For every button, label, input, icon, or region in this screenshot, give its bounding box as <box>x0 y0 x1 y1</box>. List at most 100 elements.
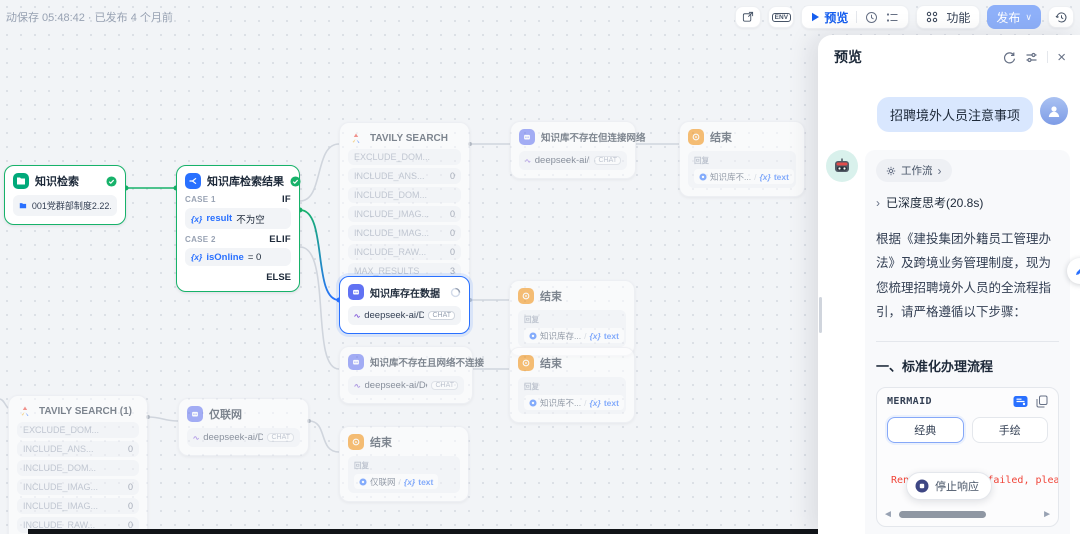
node-llm-kb-missing-offline[interactable]: 知识库不存在且网络不连接 deepseek-ai/DeepSe... CHAT <box>339 346 484 404</box>
node-tavily-search[interactable]: TAVILY SEARCH EXCLUDE_DOM... INCLUDE_ANS… <box>339 122 470 288</box>
node-llm-online-only[interactable]: 仅联网 deepseek-ai/DeepSe... CHAT <box>178 398 309 456</box>
reply-label: 回复 <box>694 156 709 165</box>
version-history-button[interactable] <box>1048 6 1074 28</box>
slash-icon: / <box>584 397 587 408</box>
ref-node-name: 知识库不... <box>540 397 582 408</box>
window-bottom-bar <box>28 529 818 534</box>
deep-thought-toggle[interactable]: › 已深度思考(20.8s) <box>876 195 984 211</box>
chat-area: 招聘境外人员注意事项 <box>818 73 1080 534</box>
param-row: INCLUDE_IMAG... 0 <box>17 498 139 514</box>
scrollbar-thumb[interactable] <box>898 511 987 518</box>
checklist-icon <box>887 12 898 22</box>
node-llm-kb-missing-online[interactable]: 知识库不存在但连接网络 deepseek-ai/DeepSe... CHAT <box>510 121 646 179</box>
param-row: INCLUDE_DOM... <box>17 460 139 476</box>
restart-conversation-button[interactable] <box>1003 51 1016 64</box>
param-row: EXCLUDE_DOM... <box>17 422 139 438</box>
user-avatar <box>1040 97 1068 125</box>
condition-variable: result <box>206 213 233 224</box>
param-row: INCLUDE_DOM... <box>348 187 461 203</box>
node-knowledge-retrieval[interactable]: 知识检索 001党群部制度2.22.pdf... <box>4 165 126 225</box>
reply-label: 回复 <box>524 315 539 324</box>
param-row: INCLUDE_IMAG... 0 <box>17 479 139 495</box>
node-end-3[interactable]: 结束 回复 知识库不... / {x} text <box>509 347 635 423</box>
mermaid-view-toggle-button[interactable] <box>1013 395 1028 408</box>
history-icon <box>1055 11 1066 22</box>
condition-1[interactable]: {x} result 不为空 <box>185 208 291 229</box>
settings-button[interactable] <box>1025 51 1038 64</box>
export-icon <box>743 11 754 22</box>
variable-icon: {x} <box>759 171 771 182</box>
condition-operator: 不为空 <box>236 214 265 226</box>
close-icon[interactable]: × <box>1057 48 1066 66</box>
param-row: MAX_RESULTS 3 <box>348 263 461 279</box>
preview-run-button[interactable]: 预览 <box>811 9 848 26</box>
run-history-button[interactable] <box>865 11 878 24</box>
reply-label: 回复 <box>354 461 369 470</box>
horizontal-scrollbar[interactable]: ◄ ► <box>877 508 1058 526</box>
autosave-status: 动保存 05:48:42 · 已发布 4 个月前 <box>6 12 173 24</box>
variable-icon: {x} <box>403 476 416 487</box>
llm-icon <box>519 129 535 145</box>
node-ref-icon <box>529 331 537 340</box>
node-ref-icon <box>529 398 537 407</box>
condition-2[interactable]: {x} isOnline = 0 <box>185 248 291 266</box>
end-icon <box>518 355 534 371</box>
assistant-message-card: 工作流 › › 已深度思考(20.8s) 根据《建投集团外籍员工管理办法》及跨境… <box>865 150 1070 534</box>
scroll-left-icon[interactable]: ◄ <box>883 508 893 520</box>
stop-response-button[interactable]: 停止响应 <box>906 472 992 500</box>
success-icon <box>290 175 301 187</box>
dataset-item[interactable]: 001党群部制度2.22.pdf... <box>13 195 117 216</box>
floating-action-button[interactable] <box>1067 258 1080 284</box>
node-title: 结束 <box>540 291 562 303</box>
features-icon <box>927 11 938 23</box>
scrollbar-track[interactable] <box>897 511 1038 518</box>
model-selector[interactable]: deepseek-ai/DeepSe... CHAT <box>519 151 627 170</box>
node-end-2[interactable]: 结束 回复 知识库存... / {x} text <box>509 280 635 356</box>
chat-badge: CHAT <box>428 311 455 320</box>
publish-button[interactable]: 发布 ∨ <box>987 5 1041 29</box>
node-llm-kb-exists[interactable]: 知识库存在数据 deepseek-ai/DeepSe... CHAT <box>339 276 470 334</box>
node-title: 结束 <box>540 358 562 370</box>
reply-label: 回复 <box>524 382 539 391</box>
chat-badge: CHAT <box>267 433 294 442</box>
slash-icon: / <box>754 171 757 182</box>
ref-node-name: 仅联网 <box>370 476 396 487</box>
export-button[interactable] <box>735 6 762 28</box>
case-label: CASE 2 <box>185 235 216 244</box>
node-ref-icon <box>699 172 707 181</box>
robot-icon <box>835 158 849 172</box>
workflow-process-chip[interactable]: 工作流 › <box>876 159 952 182</box>
checklist-button[interactable] <box>886 11 899 24</box>
node-end-4[interactable]: 结束 回复 仅联网 / {x} text <box>339 426 469 502</box>
node-if-else[interactable]: 知识库检索结果 CASE 1 IF {x} result 不为空 CASE 2 EL… <box>176 165 301 292</box>
features-button[interactable]: 功能 <box>916 5 981 29</box>
node-tavily-search-1[interactable]: TAVILY SEARCH (1) EXCLUDE_DOM... INCLUDE… <box>8 395 148 534</box>
node-title: 仅联网 <box>209 409 242 421</box>
model-name: deepseek-ai/DeepSe... <box>534 155 591 166</box>
env-button[interactable]: ENV <box>768 6 795 28</box>
model-selector[interactable]: deepseek-ai/DeepSe... CHAT <box>348 306 461 325</box>
if-else-icon <box>185 173 201 189</box>
ref-variable: text <box>418 476 434 487</box>
node-title: 知识库检索结果 <box>207 176 284 188</box>
tab-classic[interactable]: 经典 <box>887 416 964 443</box>
assistant-avatar <box>826 150 858 182</box>
scroll-right-icon[interactable]: ► <box>1042 508 1052 520</box>
model-selector[interactable]: deepseek-ai/DeepSe... CHAT <box>187 428 300 447</box>
person-icon <box>1048 106 1060 117</box>
copy-button[interactable] <box>1036 395 1048 408</box>
chevron-right-icon: › <box>937 163 942 178</box>
tab-hand-drawn[interactable]: 手绘 <box>971 416 1048 443</box>
node-end-1[interactable]: 结束 回复 知识库不... / {x} text <box>679 121 805 197</box>
sliders-icon <box>1026 52 1037 62</box>
variable-icon: {x} <box>191 213 203 224</box>
node-ref-icon <box>359 477 367 486</box>
panel-resize-handle[interactable] <box>819 297 822 333</box>
model-name: deepseek-ai/DeepSe... <box>364 380 428 391</box>
end-output: 回复 仅联网 / {x} text <box>348 456 460 493</box>
model-selector[interactable]: deepseek-ai/DeepSe... CHAT <box>348 376 464 395</box>
gear-icon <box>886 166 896 175</box>
llm-icon <box>187 406 203 422</box>
code-language-label: MERMAID <box>887 395 932 407</box>
